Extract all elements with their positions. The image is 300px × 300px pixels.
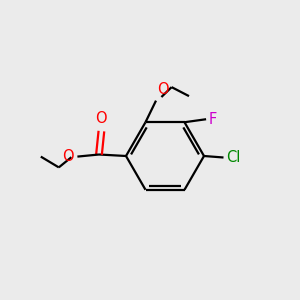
Text: O: O xyxy=(62,149,74,164)
Text: F: F xyxy=(208,112,217,127)
Text: Cl: Cl xyxy=(226,150,240,165)
Text: O: O xyxy=(96,111,107,126)
Text: O: O xyxy=(158,82,169,97)
